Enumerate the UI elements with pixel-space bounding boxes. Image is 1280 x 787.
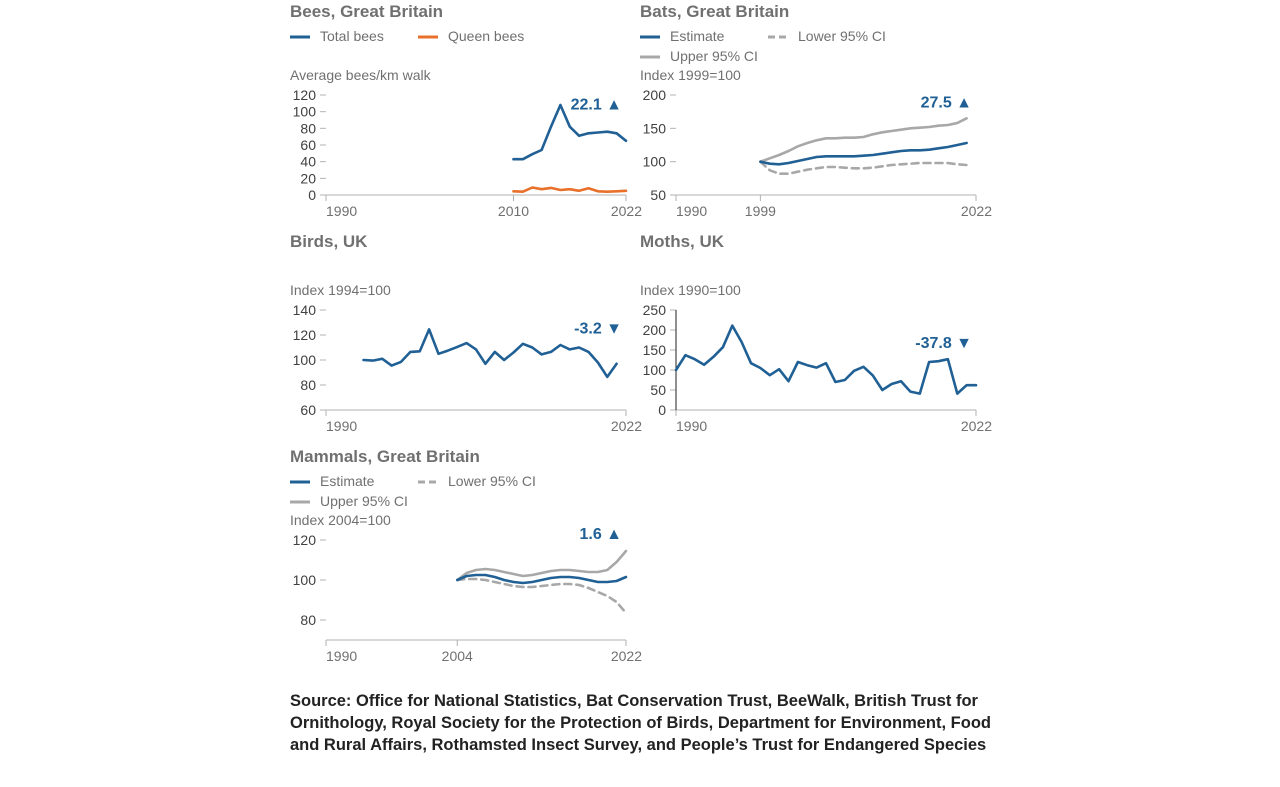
- y-tick-label: 50: [650, 187, 666, 203]
- y-tick-label: 80: [300, 377, 316, 393]
- y-tick-label: 20: [300, 170, 316, 186]
- series-line: [456, 549, 628, 582]
- panel-title: Bats, Great Britain: [640, 2, 789, 21]
- panel-moths: Moths, UK Index 1990=100 0 50 100 150 200 250 19…: [640, 232, 992, 434]
- x-tick-label: 2022: [961, 418, 992, 434]
- panel-title: Bees, Great Britain: [290, 2, 443, 21]
- y-tick-label: 50: [650, 382, 666, 398]
- unit-label: Average bees/km walk: [290, 67, 432, 83]
- legend-item: Lower 95% CI: [768, 28, 886, 44]
- y-tick-label: 60: [300, 137, 316, 153]
- legend-item: Estimate: [290, 473, 375, 489]
- series-line: [512, 186, 628, 193]
- y-tick-label: 0: [658, 402, 666, 418]
- legend-label: Total bees: [320, 28, 384, 44]
- source-note: Source: Office for National Statistics, …: [290, 692, 991, 754]
- series-line: [759, 117, 968, 163]
- legend-label: Lower 95% CI: [448, 473, 536, 489]
- unit-label: Index 1990=100: [640, 282, 741, 298]
- series-line: [674, 324, 978, 395]
- legend-label: Lower 95% CI: [798, 28, 886, 44]
- legend-item: Total bees: [290, 28, 384, 44]
- change-label: 27.5 ▲: [921, 95, 972, 112]
- y-tick-label: 100: [643, 154, 667, 170]
- unit-label: Index 1999=100: [640, 67, 741, 83]
- series-line: [759, 160, 968, 175]
- legend-item: Estimate: [640, 28, 725, 44]
- x-tick-label: 2022: [611, 648, 642, 664]
- y-tick-label: 200: [643, 87, 667, 103]
- y-tick-label: 120: [293, 87, 317, 103]
- series-line: [456, 577, 628, 615]
- x-tick-label: 2022: [611, 418, 642, 434]
- legend-item: Queen bees: [418, 28, 524, 44]
- panel-title: Mammals, Great Britain: [290, 447, 480, 466]
- panel-mammals: Mammals, Great Britain Estimate Lower 95% …: [290, 447, 642, 664]
- legend-item: Lower 95% CI: [418, 473, 536, 489]
- legend-item: Upper 95% CI: [640, 48, 758, 64]
- y-tick-label: 80: [300, 120, 316, 136]
- x-tick-label: 2022: [611, 203, 642, 219]
- y-tick-label: 60: [300, 402, 316, 418]
- change-label: -3.2 ▼: [574, 321, 622, 338]
- x-tick-label: 2022: [961, 203, 992, 219]
- unit-label: Index 1994=100: [290, 282, 391, 298]
- change-label: -37.8 ▼: [915, 335, 972, 352]
- legend-label: Estimate: [320, 473, 375, 489]
- panel-bees: Bees, Great Britain Total bees Queen bees A…: [290, 2, 642, 219]
- legend-label: Upper 95% CI: [670, 48, 758, 64]
- x-tick-label: 1990: [326, 203, 357, 219]
- y-tick-label: 150: [643, 342, 667, 358]
- series-line: [362, 328, 618, 379]
- panel-birds: Birds, UK Index 1994=100 60 80 100 120 140 1990…: [290, 232, 642, 434]
- panel-title: Birds, UK: [290, 232, 368, 251]
- x-tick-label: 1999: [745, 203, 776, 219]
- series-line: [512, 103, 628, 161]
- y-tick-label: 100: [643, 362, 667, 378]
- y-tick-label: 100: [293, 104, 317, 120]
- y-tick-label: 140: [293, 302, 317, 318]
- legend-label: Upper 95% CI: [320, 493, 408, 509]
- y-tick-label: 100: [293, 352, 317, 368]
- y-tick-label: 200: [643, 322, 667, 338]
- change-label: 22.1 ▲: [571, 96, 622, 113]
- x-tick-label: 1990: [676, 418, 707, 434]
- y-tick-label: 0: [308, 187, 316, 203]
- unit-label: Index 2004=100: [290, 512, 391, 528]
- y-tick-label: 80: [300, 612, 316, 628]
- y-tick-label: 250: [643, 302, 667, 318]
- small-multiples-chart: Bees, Great Britain Total bees Queen bees A…: [290, 2, 992, 664]
- series-line: [456, 573, 628, 585]
- x-tick-label: 1990: [326, 418, 357, 434]
- panel-bats: Bats, Great Britain Estimate Lower 95% CI U…: [640, 2, 992, 219]
- y-tick-label: 120: [293, 532, 317, 548]
- series-line: [759, 141, 968, 166]
- legend-label: Estimate: [670, 28, 725, 44]
- legend-label: Queen bees: [448, 28, 524, 44]
- panel-title: Moths, UK: [640, 232, 725, 251]
- change-label: 1.6 ▲: [579, 526, 622, 543]
- x-tick-label: 1990: [676, 203, 707, 219]
- y-tick-label: 100: [293, 572, 317, 588]
- x-tick-label: 1990: [326, 648, 357, 664]
- y-tick-label: 40: [300, 154, 316, 170]
- legend-item: Upper 95% CI: [290, 493, 408, 509]
- y-tick-label: 120: [293, 327, 317, 343]
- x-tick-label: 2004: [442, 648, 473, 664]
- y-tick-label: 150: [643, 120, 667, 136]
- x-tick-label: 2010: [498, 203, 529, 219]
